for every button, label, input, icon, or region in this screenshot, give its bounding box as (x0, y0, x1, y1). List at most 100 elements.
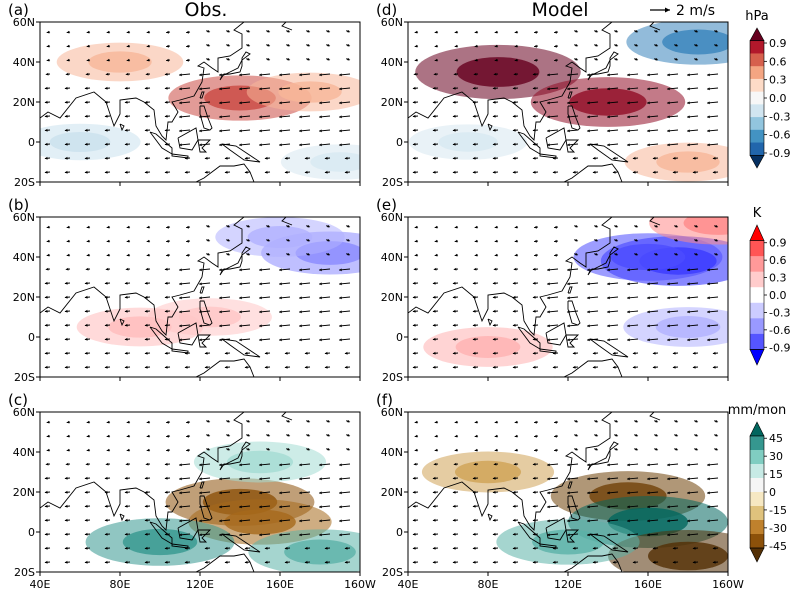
wind-arrowhead (65, 72, 69, 76)
lat-tick-label: 20S (382, 566, 403, 579)
wind-arrowhead (84, 337, 88, 341)
wind-arrowhead (344, 365, 348, 369)
wind-arrowhead (64, 86, 68, 90)
wind-arrowhead (512, 532, 516, 536)
wind-arrowhead (164, 351, 168, 355)
wind-arrowhead (412, 156, 416, 160)
wind-arrowhead (474, 448, 478, 452)
wind-arrowhead (64, 504, 68, 508)
wind-arrowhead (179, 143, 182, 147)
wind-arrowhead (239, 463, 242, 467)
wind-arrowhead (492, 476, 496, 480)
wind-arrowhead (84, 546, 88, 550)
wind-arrowhead (179, 491, 182, 495)
wind-arrowhead (259, 324, 262, 328)
colorbar-segment (750, 104, 764, 118)
wind-arrowhead (66, 30, 70, 34)
wind-arrowhead (612, 156, 616, 160)
wind-arrowhead (512, 351, 516, 355)
wind-arrowhead (204, 351, 208, 355)
wind-arrowhead (199, 282, 202, 286)
wind-arrowhead (104, 170, 108, 174)
wind-arrowhead (259, 519, 262, 523)
lon-tick-label: 120E (554, 578, 582, 589)
wind-arrowhead (144, 504, 148, 508)
wind-arrowhead (567, 519, 570, 523)
wind-vector-field (412, 30, 719, 174)
wind-arrowhead (707, 505, 710, 509)
wind-arrowhead (239, 282, 242, 286)
reference-label: 2 m/s (676, 3, 715, 19)
wind-arrowhead (259, 101, 262, 105)
wind-arrowhead (106, 44, 110, 48)
wind-arrowhead (144, 142, 148, 146)
wind-arrowhead (104, 86, 108, 90)
wind-arrowhead (219, 310, 222, 314)
wind-arrowhead (627, 129, 630, 133)
lat-tick-label: 40N (13, 56, 35, 69)
coastlines (408, 217, 661, 377)
wind-arrowhead (219, 268, 222, 272)
wind-arrowhead (554, 448, 557, 452)
wind-arrowhead (199, 115, 202, 119)
wind-arrowhead (239, 519, 242, 523)
wind-arrowhead (512, 365, 516, 369)
wind-arrowhead (547, 463, 550, 467)
wind-arrowhead (652, 351, 656, 355)
wind-arrowhead (532, 518, 536, 522)
wind-arrowhead (647, 143, 650, 147)
wind-arrowhead (164, 337, 168, 341)
wind-arrowhead (587, 533, 590, 537)
wind-arrowhead (634, 58, 638, 61)
wind-arrowhead (206, 44, 210, 47)
wind-arrowhead (694, 420, 698, 423)
wind-arrowhead (84, 128, 88, 132)
wind-arrowhead (687, 505, 690, 509)
wind-arrowhead (146, 420, 150, 424)
anomaly-core (610, 243, 686, 271)
wind-arrowhead (259, 143, 262, 147)
wind-arrowhead (86, 253, 90, 257)
coastline (221, 533, 261, 553)
wind-arrowhead (46, 30, 50, 34)
wind-arrowhead (284, 560, 288, 564)
wind-arrowhead (654, 448, 658, 451)
wind-arrowhead (64, 309, 68, 313)
wind-arrowhead (164, 560, 168, 564)
wind-arrowhead (299, 505, 302, 509)
wind-arrowhead (614, 58, 618, 61)
wind-arrowhead (46, 58, 50, 62)
wind-arrowhead (126, 239, 130, 243)
wind-arrowhead (607, 505, 610, 509)
coastline (567, 286, 573, 294)
wind-arrowhead (654, 44, 658, 47)
wind-arrowhead (45, 267, 49, 271)
wind-arrowhead (473, 72, 477, 76)
wind-arrowhead (226, 253, 230, 256)
wind-arrowhead (632, 365, 636, 369)
wind-arrowhead (492, 295, 496, 299)
wind-arrowhead (492, 365, 496, 369)
wind-arrowhead (413, 72, 417, 76)
wind-arrowhead (554, 434, 557, 438)
wind-arrowhead (86, 30, 90, 34)
wind-arrowhead (694, 253, 698, 256)
wind-arrowhead (64, 518, 68, 522)
wind-arrowhead (164, 546, 168, 550)
wind-arrowhead (432, 337, 436, 341)
wind-arrowhead (412, 532, 416, 536)
lat-tick-label: 0 (28, 136, 35, 149)
wind-arrowhead (552, 156, 556, 160)
wind-arrowhead (547, 268, 550, 272)
wind-arrowhead (687, 296, 690, 300)
wind-arrowhead (687, 73, 690, 77)
lat-tick-label: 20N (381, 291, 403, 304)
wind-arrowhead (532, 309, 536, 313)
wind-arrowhead (554, 58, 557, 62)
wind-arrowhead (319, 268, 322, 272)
wind-arrowhead (627, 268, 630, 272)
wind-arrowhead (46, 44, 50, 48)
colorbar-extend-top (749, 27, 765, 42)
wind-arrowhead (672, 351, 676, 355)
